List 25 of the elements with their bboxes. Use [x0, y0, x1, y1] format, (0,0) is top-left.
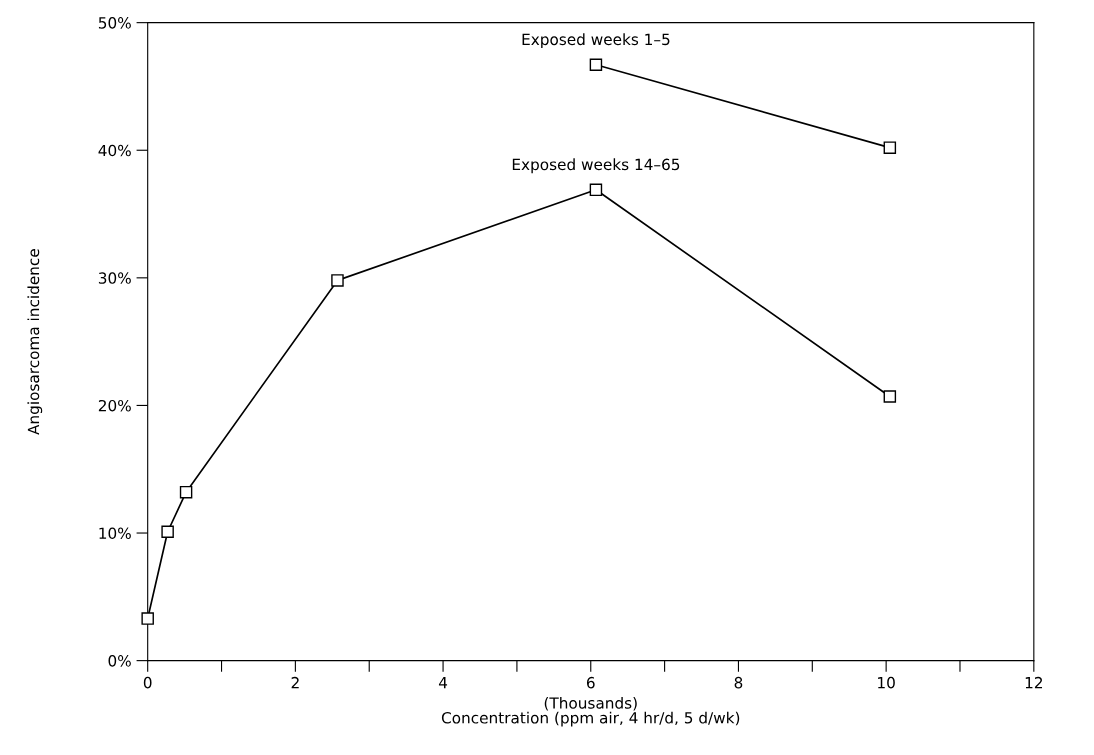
x-tick-label: 8	[734, 676, 743, 689]
annotation: Exposed weeks 14–65	[512, 158, 680, 174]
y-tick-label: 30%	[98, 272, 131, 284]
x-tick-label: 10	[878, 676, 895, 689]
y-axis-title: Angiosarcoma incidence	[27, 249, 43, 435]
point	[141, 612, 154, 625]
x-tick-label: 6	[586, 676, 595, 689]
point	[589, 183, 603, 197]
y-tick-label: 0%	[108, 655, 131, 667]
y-tick-label: 50%	[98, 17, 131, 29]
point	[883, 141, 897, 154]
x-tick-label: 0	[143, 676, 152, 689]
y-tick-label: 10%	[99, 527, 131, 540]
y-tick-label: 40%	[98, 144, 131, 157]
point	[331, 274, 344, 287]
point	[179, 485, 193, 499]
x-tick-label: 12	[1025, 676, 1043, 689]
y-tick-label: 20%	[98, 399, 131, 412]
x-tick-label: 2	[291, 676, 299, 689]
x-axis-title: (Thousands) Concentration (ppm air, 4 hr/d, 5 d/wk)	[441, 696, 740, 727]
point	[883, 390, 897, 403]
point	[589, 58, 603, 72]
x-tick-label: 4	[438, 677, 448, 689]
annotation: Exposed weeks 1–5	[522, 33, 670, 49]
point	[161, 525, 174, 539]
